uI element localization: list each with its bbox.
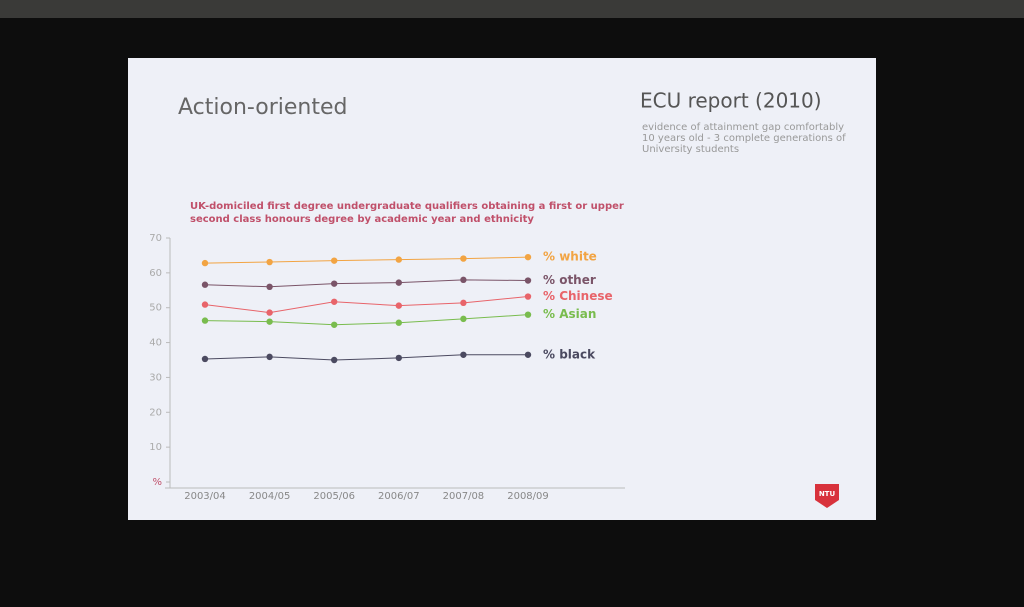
series-label: % white bbox=[543, 250, 597, 264]
data-point bbox=[460, 276, 467, 284]
data-point bbox=[524, 293, 532, 300]
data-point bbox=[331, 298, 338, 305]
y-tick-label: 30 bbox=[149, 372, 162, 383]
data-point bbox=[395, 256, 402, 263]
data-point bbox=[201, 281, 209, 288]
data-point bbox=[395, 319, 402, 326]
data-point bbox=[524, 351, 532, 358]
data-point bbox=[266, 283, 273, 290]
data-point bbox=[524, 253, 532, 261]
data-point bbox=[395, 279, 402, 286]
series-label: % Chinese bbox=[543, 289, 613, 303]
data-point bbox=[524, 277, 532, 284]
data-point bbox=[266, 309, 273, 316]
data-point bbox=[460, 299, 467, 307]
y-tick-label: 40 bbox=[149, 338, 162, 349]
data-point bbox=[395, 302, 402, 309]
series-label: % Asian bbox=[543, 307, 596, 321]
report-title: ECU report (2010) bbox=[640, 89, 822, 113]
data-point bbox=[201, 259, 209, 267]
data-point bbox=[201, 317, 209, 324]
data-point bbox=[201, 355, 209, 363]
data-point bbox=[266, 258, 273, 266]
chart-title: UK-domiciled first degree undergraduate … bbox=[190, 201, 624, 225]
slide bbox=[128, 58, 876, 520]
y-tick-label: 70 bbox=[149, 233, 162, 244]
data-point bbox=[266, 353, 273, 361]
series-line bbox=[204, 296, 529, 314]
data-point bbox=[201, 301, 209, 308]
x-tick-label: 2006/07 bbox=[378, 491, 420, 502]
x-tick-label: 2005/06 bbox=[313, 491, 355, 502]
ceiling bbox=[0, 0, 1024, 18]
series-line bbox=[204, 354, 528, 361]
notes: evidence of attainment gap comfortably 1… bbox=[642, 122, 846, 155]
data-point bbox=[331, 321, 338, 328]
y-tick-label: 60 bbox=[149, 268, 162, 279]
data-point bbox=[460, 255, 467, 262]
slide-title: Action-oriented bbox=[178, 95, 347, 120]
data-point bbox=[331, 257, 338, 264]
y-tick-label: % bbox=[152, 477, 162, 488]
data-point bbox=[266, 318, 273, 325]
y-tick-label: 50 bbox=[149, 303, 162, 314]
data-point bbox=[395, 354, 402, 362]
series-line bbox=[204, 279, 529, 288]
data-point bbox=[460, 315, 467, 323]
series-label: % other bbox=[543, 273, 596, 287]
y-tick-label: 20 bbox=[149, 407, 162, 418]
x-tick-label: 2008/09 bbox=[507, 491, 549, 502]
x-tick-label: 2003/04 bbox=[184, 491, 226, 502]
data-point bbox=[460, 351, 467, 358]
logo: NTU bbox=[819, 490, 836, 498]
x-tick-label: 2004/05 bbox=[249, 491, 291, 502]
data-point bbox=[524, 311, 532, 318]
data-point bbox=[331, 280, 338, 287]
series-line bbox=[204, 256, 529, 264]
series-line bbox=[204, 314, 529, 326]
logo-shield bbox=[815, 484, 839, 508]
data-point bbox=[331, 356, 338, 364]
x-tick-label: 2007/08 bbox=[443, 491, 485, 502]
series-label: % black bbox=[543, 347, 596, 361]
y-tick-label: 10 bbox=[149, 442, 162, 453]
